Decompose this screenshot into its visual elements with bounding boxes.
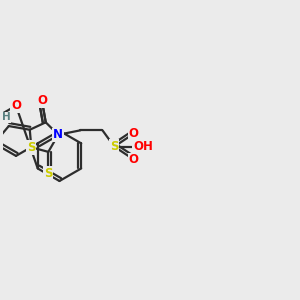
Text: S: S — [110, 140, 118, 153]
Text: O: O — [37, 94, 47, 107]
Text: O: O — [128, 127, 139, 140]
Text: O: O — [11, 99, 21, 112]
Text: N: N — [53, 128, 63, 141]
Text: S: S — [27, 141, 36, 154]
Text: O: O — [128, 153, 139, 167]
Text: H: H — [2, 112, 11, 122]
Text: OH: OH — [133, 140, 153, 153]
Text: S: S — [44, 167, 52, 180]
